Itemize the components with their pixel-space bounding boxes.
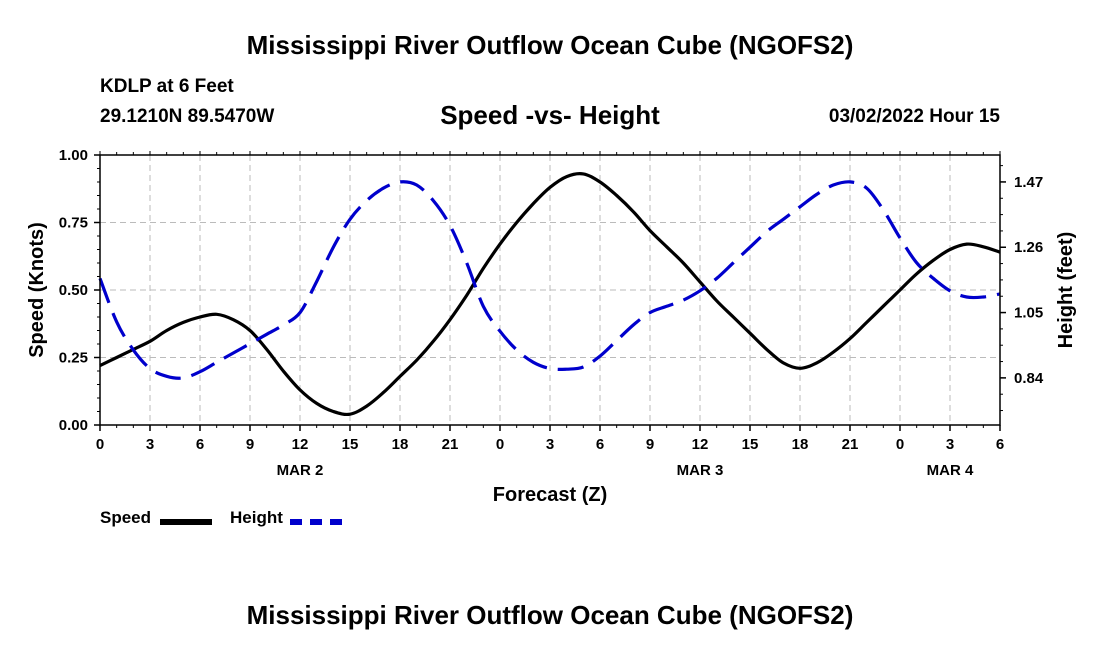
x-tick-label: 15 — [342, 436, 359, 453]
x-tick-label: 3 — [546, 436, 554, 453]
y2-tick-label: 1.47 — [1014, 174, 1043, 191]
chart-main-title: Mississippi River Outflow Ocean Cube (NG… — [246, 30, 854, 60]
x-tick-label: 15 — [742, 436, 759, 453]
grid-lines — [100, 155, 1000, 425]
x-tick-label: 6 — [196, 436, 204, 453]
height-series-line — [98, 180, 1001, 380]
y-tick-label: 0.50 — [59, 282, 88, 299]
y-tick-label: 0.00 — [59, 417, 88, 434]
y-tick-label: 1.00 — [59, 147, 88, 164]
x-tick-label: 0 — [496, 436, 504, 453]
x-tick-label: 3 — [146, 436, 154, 453]
x-tick-label: 12 — [292, 436, 309, 453]
forecast-datetime: 03/02/2022 Hour 15 — [828, 106, 1000, 127]
x-tick-label: 21 — [842, 436, 859, 453]
x-axis-title: Forecast (Z) — [493, 484, 607, 506]
y-tick-label: 0.75 — [59, 215, 88, 232]
x-tick-label: 6 — [996, 436, 1004, 453]
date-label: MAR 3 — [677, 462, 724, 479]
legend-height-label: Height — [230, 508, 283, 527]
chart-subtitle: Speed -vs- Height — [440, 100, 660, 130]
station-coordinates: 29.1210N 89.5470W — [100, 106, 275, 127]
y2-axis-title: Height (feet) — [1055, 232, 1077, 349]
y-axis-title: Speed (Knots) — [26, 222, 48, 358]
speed-series-line — [99, 172, 1001, 417]
axis-labels: 0 3 6 9 12 15 18 21 0 3 6 9 12 15 18 21 0 3 6 MAR 2 MAR 3 MAR… — [59, 147, 1044, 479]
x-tick-label: 9 — [646, 436, 654, 453]
legend-height-swatch — [290, 519, 342, 525]
x-tick-label: 18 — [392, 436, 409, 453]
x-tick-label: 0 — [896, 436, 904, 453]
series-lines — [98, 172, 1001, 417]
axis-ticks — [94, 151, 1006, 431]
y2-tick-label: 1.05 — [1014, 305, 1043, 322]
x-tick-label: 18 — [792, 436, 809, 453]
legend-speed-swatch — [160, 519, 212, 525]
y2-tick-label: 0.84 — [1014, 370, 1044, 387]
station-label: KDLP at 6 Feet — [100, 76, 234, 97]
x-tick-label: 6 — [596, 436, 604, 453]
x-tick-label: 21 — [442, 436, 459, 453]
date-label: MAR 2 — [277, 462, 324, 479]
legend-speed-label: Speed — [100, 508, 152, 527]
y-tick-label: 0.25 — [59, 350, 88, 367]
y2-tick-label: 1.26 — [1014, 239, 1043, 256]
x-tick-label: 3 — [946, 436, 954, 453]
x-tick-label: 12 — [692, 436, 709, 453]
x-tick-label: 9 — [246, 436, 254, 453]
date-label: MAR 4 — [927, 462, 974, 479]
x-tick-label: 0 — [96, 436, 104, 453]
footer-title: Mississippi River Outflow Ocean Cube (NG… — [246, 600, 854, 630]
